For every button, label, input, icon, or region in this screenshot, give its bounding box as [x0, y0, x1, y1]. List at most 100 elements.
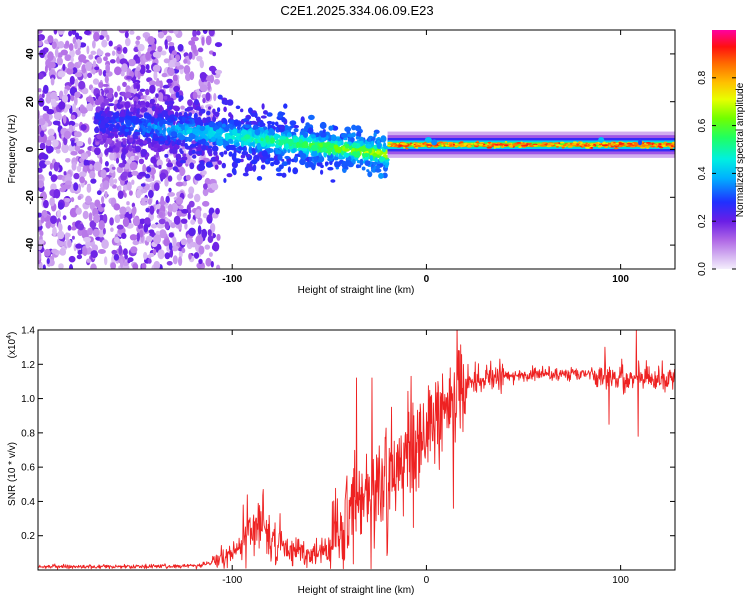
spectrogram-cell	[126, 109, 130, 116]
spectrogram-cell	[296, 141, 300, 148]
spectrogram-cell	[147, 198, 152, 205]
spectrogram-cell	[54, 48, 59, 58]
spectrogram-cell	[168, 42, 175, 47]
spectrogram-cell	[217, 107, 221, 113]
spectrogram-cell	[44, 160, 51, 165]
spectrogram-cell	[116, 85, 121, 92]
spectrogram-cell	[302, 148, 308, 152]
spectrogram-cell	[216, 233, 221, 241]
spectrogram-cell	[121, 171, 129, 177]
spectrogram-cell	[213, 93, 217, 102]
spectrogram-cell	[202, 200, 210, 207]
spectrogram-cell	[276, 124, 281, 128]
spectrogram-cell	[147, 125, 152, 132]
spectrogram-cell	[332, 125, 339, 131]
spectrogram-cell	[131, 170, 139, 176]
spectrogram-cell	[146, 96, 151, 101]
spectrogram-cell	[51, 248, 58, 254]
spectrogram-cell	[45, 95, 52, 104]
snr-x-label: Height of straight line (km)	[298, 585, 415, 596]
spectrogram-cell	[170, 117, 176, 122]
spectrogram-cell	[78, 54, 86, 63]
chart-title: C2E1.2025.334.06.09.E23	[280, 3, 433, 18]
spectrogram-cell	[504, 141, 508, 143]
spectrogram-blob	[638, 139, 643, 146]
spectrogram-cell	[210, 261, 214, 268]
spectrogram-cell	[658, 143, 662, 145]
spectrogram-cell	[556, 142, 559, 145]
snr-multiplier-base: (x10	[7, 338, 18, 358]
spectrogram-cell	[270, 137, 275, 144]
spectrogram-cell	[85, 195, 92, 204]
spectrogram-cell	[101, 39, 108, 48]
spectrogram-cell	[116, 153, 120, 159]
spectrogram-cell	[350, 132, 356, 138]
spectrogram-cell	[86, 184, 92, 193]
spectrogram-cell	[47, 51, 54, 62]
spectrogram-cell	[211, 145, 219, 152]
spectrogram-cell	[46, 108, 55, 115]
spectrogram-band	[387, 142, 675, 148]
spectrogram-cell	[218, 121, 223, 128]
spectrogram-cell	[235, 142, 240, 147]
spectrogram-cell	[68, 120, 76, 127]
spectrogram-cell	[281, 116, 286, 123]
spectrogram-cell	[61, 143, 69, 154]
spectrogram-cell	[165, 43, 168, 50]
spectrogram-cell	[393, 145, 399, 148]
spectrogram-cell	[437, 143, 441, 146]
spectrogram-cell	[547, 143, 551, 146]
spectrogram-cell	[174, 124, 180, 130]
spectrogram-cell	[159, 120, 166, 125]
spectrogram-cell	[367, 171, 373, 178]
spectrogram-cell	[90, 263, 97, 269]
spectrogram-cell	[307, 136, 313, 143]
spectrogram-cell	[311, 144, 318, 152]
spectrogram-cell	[50, 215, 57, 224]
spectrogram-cell	[141, 262, 147, 269]
spectrogram-cell	[112, 113, 119, 117]
spectrogram-cell	[154, 124, 158, 130]
colorbar-tick-label: 0.2	[697, 214, 708, 228]
spectrogram-cell	[38, 167, 43, 173]
spectrogram-cell	[208, 131, 215, 139]
spectrogram-cell	[119, 104, 124, 108]
spectrogram-cell	[125, 37, 131, 47]
spectrogram-cell	[126, 181, 132, 191]
spectrogram-cell	[128, 207, 132, 215]
spectrogram-cell	[633, 143, 639, 146]
spectrogram-cell	[92, 40, 96, 49]
spectrogram-cell	[117, 132, 123, 136]
spectrogram-cell	[108, 103, 115, 107]
spectrogram-cell	[207, 148, 213, 155]
spectrogram-cell	[396, 142, 399, 145]
spectrogram-cell	[222, 140, 228, 147]
spectrogram-cell	[145, 207, 150, 213]
spectrogram-cell	[486, 146, 492, 149]
spectrogram-cell	[320, 164, 324, 169]
spectrogram-cell	[110, 262, 117, 269]
spectrogram-cell	[114, 214, 121, 224]
spectrogram-cell	[40, 130, 45, 138]
spectrogram-cell	[671, 142, 675, 144]
spectrogram-cell	[116, 122, 120, 130]
spectrogram-cell	[220, 151, 224, 158]
spectrogram-cell	[74, 137, 79, 143]
spectrogram-cell	[130, 106, 134, 113]
spectrogram-cell	[136, 189, 142, 199]
spectrogram-cell	[194, 118, 201, 125]
spectrogram-y-tick-label: -20	[25, 190, 36, 205]
spectrogram-cell	[235, 105, 241, 110]
spectrogram-cell	[127, 58, 136, 67]
spectrogram-cell	[665, 143, 672, 145]
spectrogram-cell	[415, 146, 419, 149]
spectrogram-cell	[273, 147, 279, 151]
spectrogram-cell	[292, 167, 299, 175]
spectrogram-cell	[76, 165, 82, 173]
spectrogram-cell	[105, 129, 110, 135]
spectrogram-cell	[365, 143, 373, 149]
spectrogram-cell	[488, 144, 491, 147]
spectrogram-cell	[251, 129, 256, 134]
spectrogram-cell	[145, 173, 151, 179]
spectrogram-cell	[121, 232, 127, 239]
